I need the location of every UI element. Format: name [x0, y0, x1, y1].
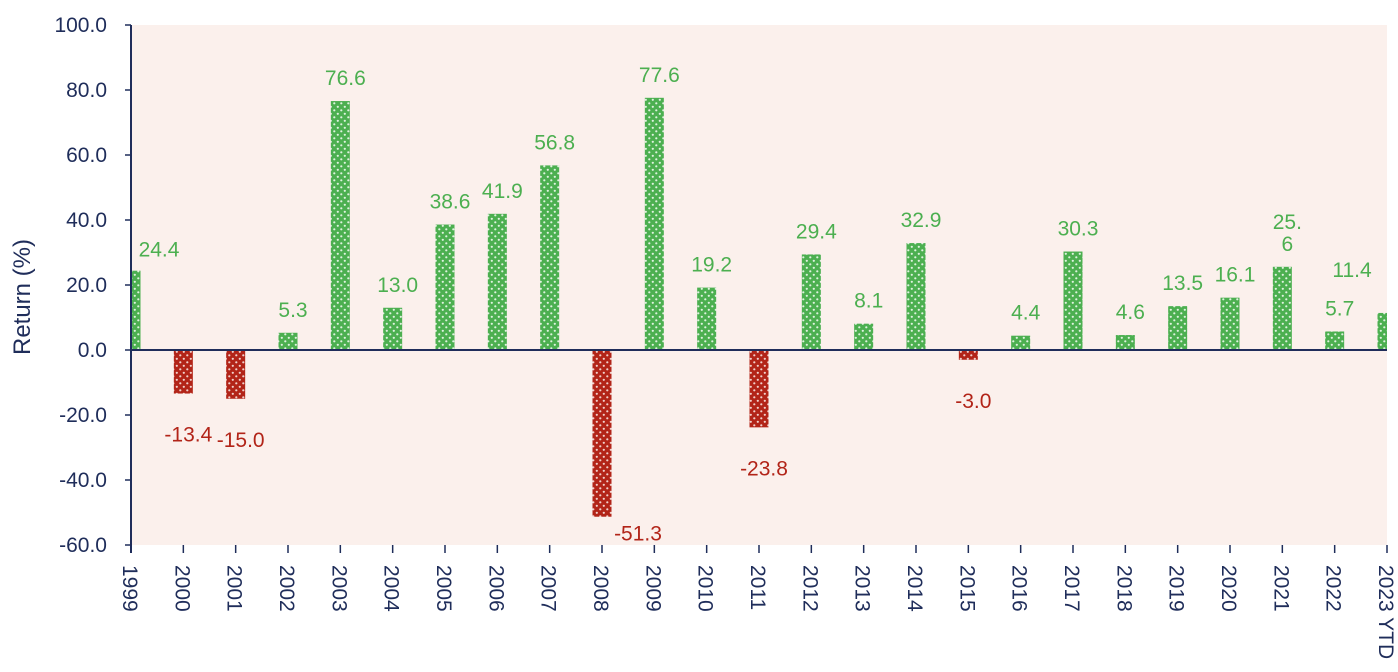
bars-group	[131, 97, 1387, 517]
x-tick-label: 2008	[589, 565, 612, 612]
bar-2022	[1325, 331, 1345, 350]
data-label: -13.4	[164, 424, 212, 447]
data-label: -51.3	[614, 523, 662, 546]
data-label: -3.0	[955, 390, 991, 413]
y-tick-label: 20.0	[66, 274, 107, 297]
axes-group: 100.0 80.0 60.0 40.0 20.0 0.0 -20.0 -40.0 -60.0 1…	[54, 14, 1397, 659]
y-tick-label: 100.0	[54, 14, 107, 37]
bar-2017	[1063, 251, 1083, 350]
data-label: 19.2	[691, 254, 732, 277]
bar-2019	[1168, 306, 1188, 350]
x-tick-label: 2010	[694, 565, 717, 612]
x-tick-label: 2011	[746, 565, 769, 610]
data-label: 24.4	[139, 239, 180, 262]
bar-2008	[592, 350, 612, 517]
bar-2001	[226, 350, 246, 399]
data-label: -23.8	[740, 457, 788, 480]
y-tick-label: -40.0	[59, 469, 107, 492]
data-label: 5.7	[1325, 297, 1354, 320]
x-tick-label: 2015	[955, 565, 978, 612]
data-label: 16.1	[1215, 264, 1256, 287]
x-tick-label: 2006	[484, 565, 507, 612]
x-tick-label: 2020	[1217, 565, 1240, 612]
data-label: 56.8	[534, 131, 575, 154]
bar-2002	[278, 332, 298, 350]
bar-2018	[1115, 335, 1135, 350]
x-tick-label: 2004	[380, 565, 403, 612]
x-tick-label: 2022	[1322, 565, 1345, 612]
data-label: 8.1	[854, 290, 883, 313]
x-tick-label: 2002	[275, 565, 298, 612]
data-label: 4.4	[1011, 302, 1041, 325]
x-tick-label: 2023 YTD	[1374, 565, 1397, 659]
bar-2005	[435, 224, 455, 350]
x-tick-label: 2003	[327, 565, 350, 612]
data-label: 25. 6	[1273, 211, 1302, 256]
data-label: 4.6	[1116, 301, 1145, 324]
data-label: 13.5	[1162, 272, 1203, 295]
bar-2000	[173, 350, 193, 394]
x-tick-label: 2013	[851, 565, 874, 612]
bar-2016	[1011, 335, 1031, 350]
data-label: -15.0	[217, 429, 265, 452]
x-tick-label: 2017	[1060, 565, 1083, 612]
data-label: 13.0	[377, 274, 418, 297]
x-tick-label: 2005	[432, 565, 455, 612]
y-tick-label: -20.0	[59, 404, 107, 427]
y-tick-label: 40.0	[66, 209, 107, 232]
bar-2012	[801, 254, 821, 350]
bar-2023-ytd	[1377, 312, 1387, 350]
bar-2009	[644, 97, 664, 350]
data-label: 32.9	[901, 209, 942, 232]
data-label: 76.6	[325, 67, 366, 90]
x-tick-label: 2018	[1112, 565, 1135, 612]
bar-2014	[906, 243, 926, 350]
data-label: 77.6	[639, 64, 680, 87]
x-tick-label: 2007	[537, 565, 560, 612]
bar-2021	[1272, 266, 1292, 350]
bar-2007	[540, 165, 560, 350]
x-tick-label: 2019	[1165, 565, 1188, 612]
data-label: 11.4	[1332, 259, 1372, 282]
y-tick-label: 0.0	[78, 339, 107, 362]
bar-2020	[1220, 297, 1240, 350]
data-label: 41.9	[482, 180, 523, 203]
x-tick-label: 1999	[118, 565, 141, 612]
y-tick-label: 60.0	[66, 144, 107, 167]
bar-2003	[330, 101, 350, 350]
y-axis-title: Return (%)	[9, 239, 36, 355]
bar-2006	[487, 213, 507, 350]
x-tick-label: 2016	[1008, 565, 1031, 612]
x-tick-label: 2014	[903, 565, 926, 612]
y-tick-label: 80.0	[66, 79, 107, 102]
data-label: 38.6	[430, 191, 471, 214]
bar-1999	[131, 270, 141, 350]
x-tick-label: 2001	[223, 565, 246, 612]
labels-group: 24.4 -13.4 -15.0 5.3 76.6 13.0 38.6 41.9 56.8 -51…	[139, 64, 1372, 546]
x-tick-label: 2012	[798, 565, 821, 612]
bar-2013	[854, 323, 874, 350]
bar-2015	[958, 350, 978, 360]
bar-2011	[749, 350, 769, 428]
x-tick-label: 2021	[1269, 565, 1292, 612]
data-label: 5.3	[278, 299, 307, 322]
data-label: 29.4	[796, 220, 837, 243]
y-tick-label: -60.0	[59, 534, 107, 557]
x-tick-label: 2000	[170, 565, 193, 612]
bar-2004	[383, 307, 403, 350]
data-label: 30.3	[1058, 218, 1099, 241]
x-tick-label: 2009	[641, 565, 664, 612]
bar-2010	[697, 287, 717, 350]
